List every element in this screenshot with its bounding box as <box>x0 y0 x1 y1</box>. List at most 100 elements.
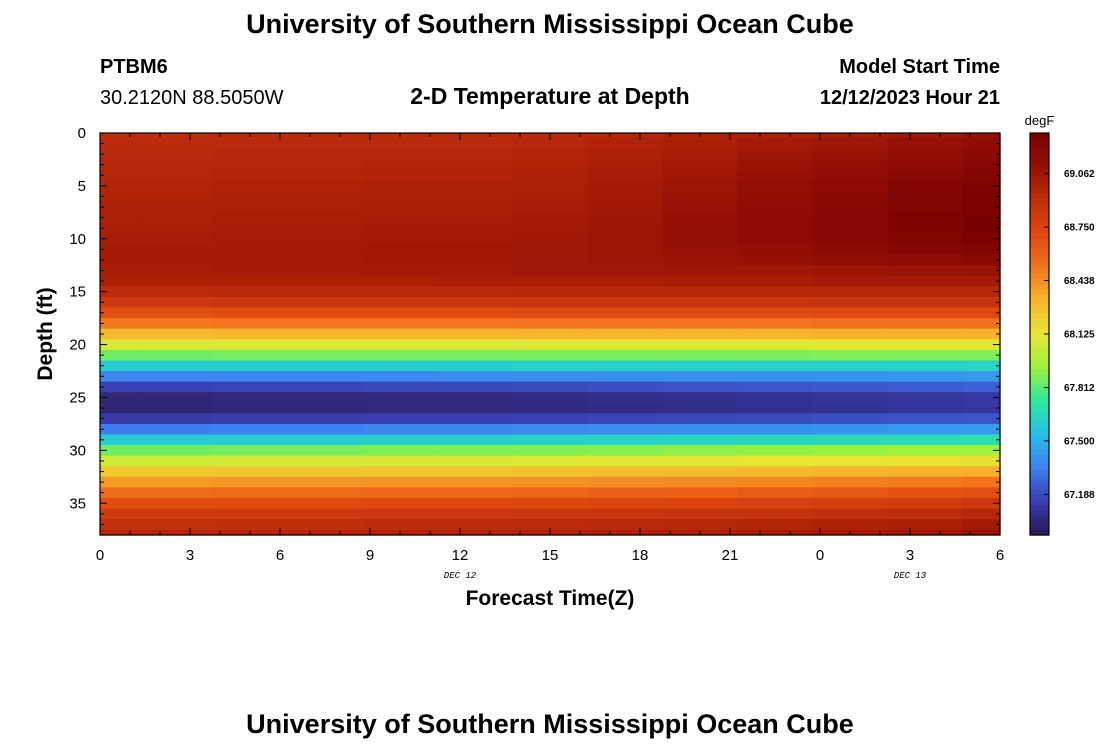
heatmap-cell <box>812 445 889 457</box>
heatmap-cell <box>437 307 514 319</box>
heatmap-cell <box>100 191 139 203</box>
heatmap-cell <box>137 381 214 393</box>
heatmap-cell <box>137 434 214 446</box>
heatmap-cell <box>362 455 439 467</box>
heatmap-cell <box>662 519 739 531</box>
heatmap-cell <box>587 318 664 330</box>
colorbar-segment <box>1030 278 1049 285</box>
heatmap-cell <box>737 519 814 531</box>
heatmap-cell <box>587 455 664 467</box>
heatmap-cell <box>437 201 514 213</box>
y-tick-label: 0 <box>78 125 86 142</box>
heatmap-cell <box>662 201 739 213</box>
heatmap-cell <box>587 254 664 266</box>
heatmap-cell <box>812 148 889 161</box>
heatmap-cell <box>212 254 289 266</box>
heatmap-cell <box>587 244 664 256</box>
colorbar-segment <box>1030 429 1049 436</box>
heatmap-cell <box>587 371 664 383</box>
heatmap-cell <box>962 170 1001 182</box>
heatmap-cell <box>737 318 814 330</box>
heatmap-cell <box>887 519 964 531</box>
heatmap-cell <box>512 233 589 245</box>
heatmap-cell <box>437 318 514 330</box>
heatmap-cell <box>212 466 289 478</box>
heatmap-cell <box>737 328 814 340</box>
heatmap-cell <box>362 286 439 298</box>
heatmap-cell <box>512 148 589 161</box>
heatmap-cell <box>137 159 214 171</box>
heatmap-cell <box>437 371 514 383</box>
station-coordinates: 30.2120N 88.5050W <box>100 87 284 109</box>
colorbar-segment <box>1030 489 1049 496</box>
colorbar-segment <box>1030 293 1049 300</box>
heatmap-cell <box>812 318 889 330</box>
heatmap-cell <box>212 212 289 224</box>
heatmap-cell <box>362 381 439 393</box>
heatmap-cell <box>587 423 664 436</box>
heatmap-cell <box>887 328 964 340</box>
x-tick-label: 12 <box>452 547 469 564</box>
heatmap-cell <box>512 455 589 467</box>
heatmap-cell <box>362 254 439 266</box>
colorbar-segment <box>1030 369 1049 375</box>
heatmap-cell <box>100 286 139 298</box>
heatmap-cell <box>737 138 814 150</box>
heatmap-cell <box>287 392 364 404</box>
heatmap-cell <box>887 360 964 372</box>
heatmap-cell <box>362 244 439 256</box>
heatmap-cell <box>100 265 139 277</box>
footer-title: University of Southern Mississippi Ocean… <box>246 709 854 739</box>
heatmap-cell <box>512 170 589 182</box>
chart-subtitle: 2-D Temperature at Depth <box>410 83 690 109</box>
heatmap-cell <box>587 497 664 510</box>
heatmap-cell <box>587 466 664 478</box>
colorbar-segment <box>1030 414 1049 421</box>
heatmap-cell <box>362 466 439 478</box>
heatmap-cell <box>887 296 964 309</box>
heatmap-cell <box>962 402 1001 414</box>
heatmap-cell <box>812 339 889 351</box>
heatmap-cell <box>662 497 739 510</box>
heatmap-cell <box>512 138 589 150</box>
heatmap-cell <box>662 191 739 203</box>
heatmap-cell <box>587 413 664 425</box>
heatmap-cell <box>812 360 889 372</box>
heatmap-cell <box>887 497 964 510</box>
heatmap-cell <box>100 423 139 436</box>
heatmap-cell <box>362 275 439 287</box>
heatmap-cell <box>137 508 214 520</box>
heatmap-cell <box>887 180 964 192</box>
colorbar-segment <box>1030 233 1049 240</box>
colorbar-segment <box>1030 198 1049 204</box>
heatmap-cell <box>512 476 589 488</box>
heatmap-cell <box>287 529 364 536</box>
heatmap-cell <box>812 381 889 393</box>
heatmap-cell <box>887 349 964 362</box>
heatmap-cell <box>812 254 889 266</box>
heatmap-cell <box>362 201 439 213</box>
heatmap-cell <box>512 413 589 425</box>
heatmap-cell <box>287 159 364 171</box>
heatmap-cell <box>662 371 739 383</box>
heatmap-cell <box>100 339 139 351</box>
heatmap-cell <box>512 487 589 499</box>
colorbar: degF 67.188 67.500 67.812 68.125 68.438 68.750… <box>1025 113 1095 536</box>
heatmap-cell <box>437 159 514 171</box>
heatmap-cell <box>287 402 364 414</box>
heatmap-cell <box>100 138 139 150</box>
heatmap-cell <box>962 265 1001 277</box>
heatmap-cell <box>287 296 364 309</box>
heatmap-cell <box>887 212 964 224</box>
heatmap-cell <box>287 519 364 531</box>
y-tick-label: 20 <box>69 337 86 354</box>
heatmap-cell <box>887 222 964 235</box>
colorbar-segment <box>1030 138 1049 144</box>
heatmap-cell <box>812 402 889 414</box>
heatmap-cell <box>437 191 514 203</box>
heatmap-cell <box>512 445 589 457</box>
colorbar-segment <box>1030 238 1049 245</box>
colorbar-segment <box>1030 173 1049 179</box>
heatmap-cell <box>212 148 289 161</box>
heatmap-cell <box>962 476 1001 488</box>
